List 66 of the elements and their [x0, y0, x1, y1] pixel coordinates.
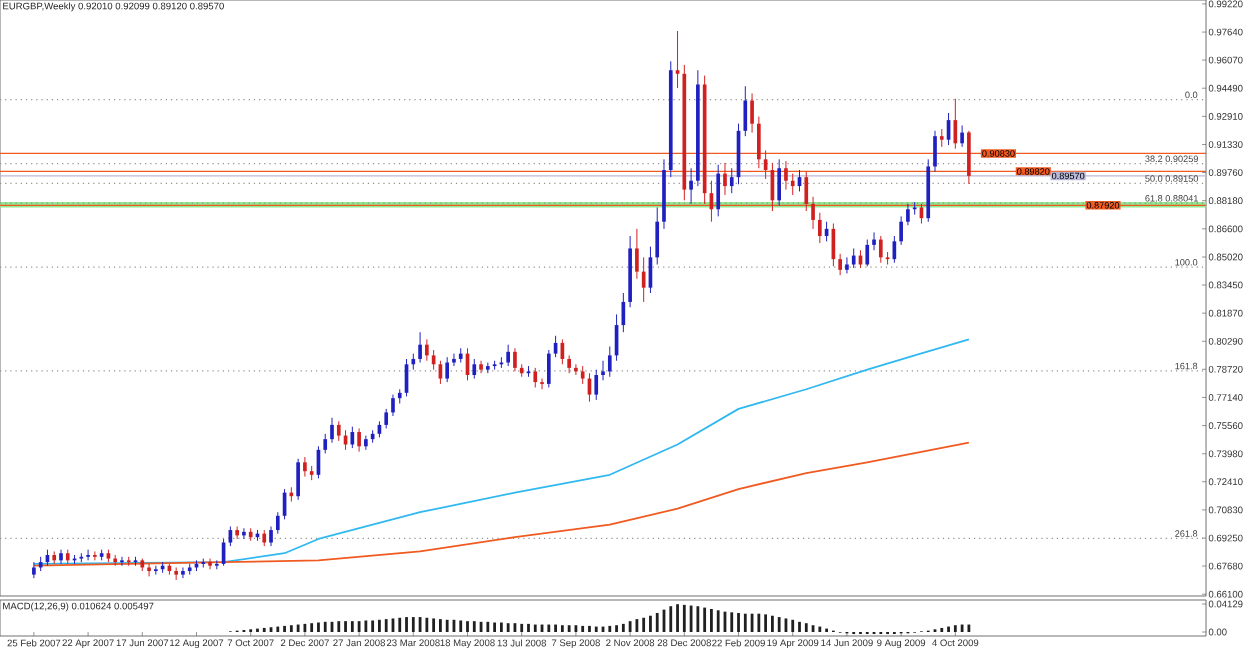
candlestick	[208, 558, 212, 570]
candlestick	[723, 162, 727, 196]
candlestick	[181, 566, 185, 579]
candlestick	[275, 511, 280, 535]
candlestick	[296, 458, 300, 501]
candlestick	[635, 228, 639, 280]
candlestick	[878, 235, 883, 264]
candlestick	[472, 358, 477, 380]
candlestick	[811, 196, 815, 230]
candlestick	[750, 92, 754, 134]
candlestick	[865, 239, 870, 267]
candlestick	[330, 417, 334, 444]
candlestick	[323, 433, 328, 454]
candlestick	[784, 160, 788, 191]
candlestick	[574, 363, 578, 376]
candlestick	[716, 164, 721, 217]
candlestick	[567, 354, 571, 374]
candlestick	[777, 158, 782, 207]
candlestick	[729, 167, 734, 194]
candlestick	[336, 420, 341, 442]
candlestick	[357, 427, 361, 453]
candlestick	[269, 525, 273, 547]
candlestick	[452, 353, 456, 367]
candlestick	[912, 201, 917, 216]
candlestick	[350, 426, 355, 449]
candlestick	[506, 344, 510, 367]
candlestick	[533, 367, 538, 388]
candlestick	[384, 408, 389, 429]
candlestick	[594, 369, 599, 401]
candlestick	[804, 171, 809, 212]
candlestick	[147, 563, 151, 577]
candlestick	[872, 231, 876, 251]
candlestick	[790, 173, 795, 196]
candlestick	[425, 338, 429, 362]
candlestick	[655, 206, 660, 265]
candlestick	[546, 349, 551, 388]
candlestick	[540, 378, 544, 390]
candlestick	[899, 215, 903, 246]
candlestick	[86, 549, 90, 561]
candlestick	[743, 85, 748, 137]
candlestick	[641, 256, 646, 303]
candlestick	[838, 253, 842, 276]
candlestick	[953, 98, 958, 150]
candlestick	[906, 203, 910, 226]
candlestick	[303, 456, 307, 478]
candlestick	[675, 30, 680, 89]
candlestick	[391, 394, 395, 417]
candlestick	[689, 167, 693, 205]
candlestick	[601, 360, 605, 381]
candlestick	[59, 549, 63, 565]
candlestick	[817, 212, 822, 244]
candlestick	[757, 116, 761, 169]
candlestick	[513, 347, 517, 372]
candlestick	[933, 130, 937, 173]
candlestick	[418, 331, 422, 364]
candlestick	[851, 247, 856, 269]
candlestick	[364, 435, 368, 451]
candlestick	[607, 345, 612, 378]
candlestick	[845, 256, 849, 274]
candlestick	[960, 124, 964, 148]
candlestick	[479, 360, 483, 374]
candlestick	[445, 356, 450, 383]
candlestick	[242, 527, 246, 540]
line-series	[32, 338, 970, 565]
candlestick	[967, 130, 971, 185]
candlestick	[32, 561, 36, 579]
